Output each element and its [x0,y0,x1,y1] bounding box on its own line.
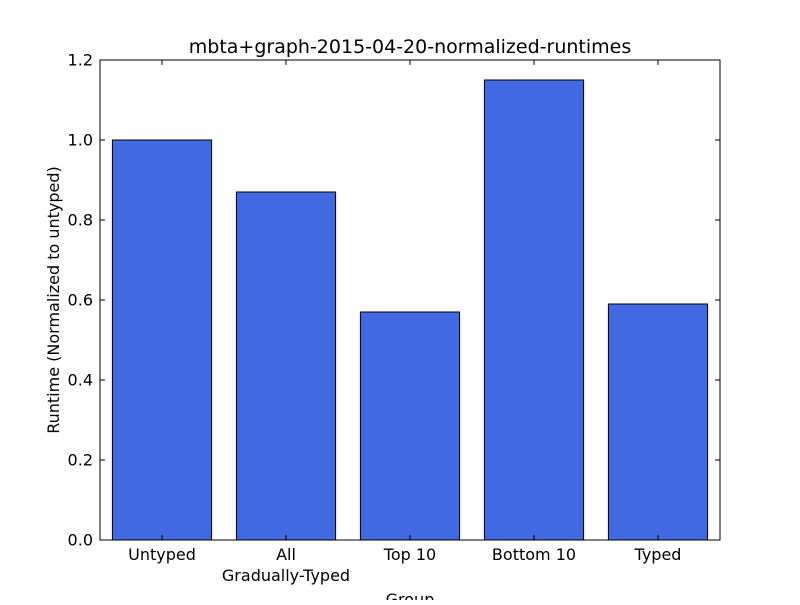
y-tick-label: 0.2 [68,451,93,470]
x-tick-label-line: Untyped [128,545,196,564]
y-tick-label: 0.0 [68,531,93,550]
x-tick-label-0: Untyped [128,545,196,564]
x-tick-label-4: Typed [634,545,682,564]
bar-1 [235,191,337,541]
x-tick-label-1: All Gradually-Typed [222,545,350,585]
x-tick-label-3: Bottom 10 [492,545,576,564]
x-tick-label-line: Gradually-Typed [222,566,350,585]
y-tick-label: 1.0 [68,131,93,150]
y-tick-label: 0.6 [68,291,93,310]
y-tick-label: 0.8 [68,211,93,230]
x-axis-label: Group [386,590,435,600]
x-tick-label-line: All [276,545,296,564]
y-tick-label: 0.4 [68,371,93,390]
plot-frame [99,59,721,541]
bar-4 [607,303,709,541]
ticks-layer: Untyped All Gradually-Typed Top 10 Bottom 10… [68,51,720,585]
y-axis-label: Runtime (Normalized to untyped) [44,166,63,434]
x-tick-label-line: Bottom 10 [492,545,576,564]
x-tick-label-line: Top 10 [383,545,436,564]
bar-2 [359,311,461,541]
chart-title: mbta+graph-2015-04-20-normalized-runtime… [189,36,631,58]
bar-0 [111,139,213,541]
x-tick-label-2: Top 10 [383,545,436,564]
bar-3 [483,79,585,541]
y-tick-label: 1.2 [68,51,93,70]
bars-layer [111,79,709,541]
x-tick-label-line: Typed [634,545,682,564]
